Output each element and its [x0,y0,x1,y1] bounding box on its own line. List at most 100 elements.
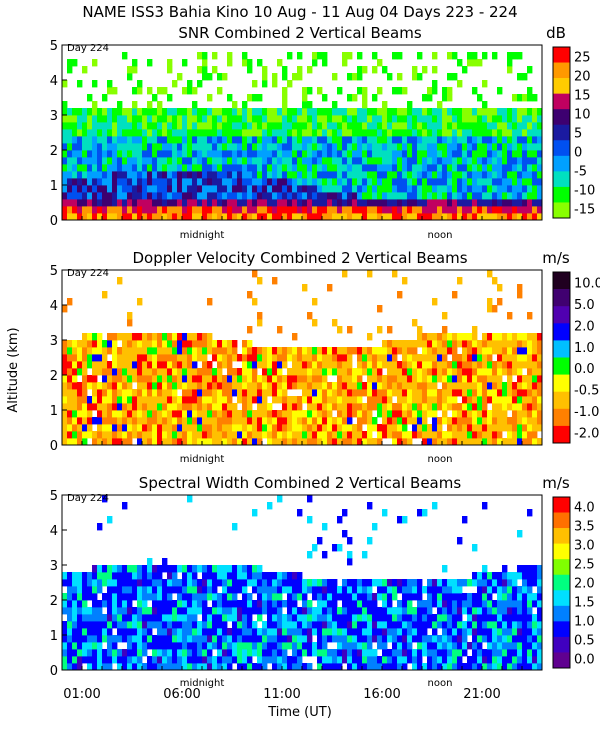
heatmap-cell [162,438,168,446]
heatmap-cell [512,424,518,432]
heatmap-cell [422,389,428,397]
heatmap-cell [232,403,238,411]
heatmap-cell [467,375,473,383]
heatmap-cell [187,340,193,348]
heatmap-cell [362,579,368,587]
heatmap-cell [207,340,213,348]
heatmap-cell [437,368,443,376]
heatmap-cell [102,572,108,580]
heatmap-cell [412,403,418,411]
heatmap-cell [77,410,83,418]
heatmap-cell [87,382,93,390]
heatmap-cell [227,642,233,650]
heatmap-cell [272,164,278,172]
heatmap-cell [537,368,543,376]
colorbar-frame [552,271,571,444]
heatmap-cell [62,417,68,425]
heatmap-cell [122,614,128,622]
heatmap-cell [362,206,368,214]
heatmap-cell [452,171,458,179]
heatmap-cell [297,136,303,144]
heatmap-cell [512,438,518,446]
heatmap-cell [212,417,218,425]
heatmap-cell [457,361,463,369]
heatmap-cell [187,586,193,594]
heatmap-cell [427,368,433,376]
heatmap-cell [217,164,223,172]
heatmap-cell [452,417,458,425]
heatmap-cell [417,389,423,397]
heatmap-cell [337,108,343,116]
heatmap-cell [482,600,488,608]
heatmap-cell [182,361,188,369]
heatmap-cell [512,361,518,369]
heatmap-cell [347,607,353,615]
heatmap-cell [517,143,523,151]
heatmap-cell [522,171,528,179]
heatmap-cell [537,614,543,622]
heatmap-cell [362,347,368,355]
heatmap-cell [197,410,203,418]
heatmap-cell [347,614,353,622]
heatmap-cell [302,417,308,425]
heatmap-cell [217,136,223,144]
heatmap-cell [382,424,388,432]
heatmap-cell [262,375,268,383]
heatmap-cell [97,115,103,123]
heatmap-cell [72,389,78,397]
heatmap-cell [357,635,363,643]
heatmap-cell [122,502,128,510]
heatmap-cell [312,129,318,137]
heatmap-cell [92,431,98,439]
heatmap-cell [442,108,448,116]
heatmap-cell [477,136,483,144]
heatmap-cell [517,94,523,102]
heatmap-cell [387,635,393,643]
heatmap-cell [232,185,238,193]
heatmap-cell [357,206,363,214]
heatmap-cell [112,368,118,376]
heatmap-cell [437,375,443,383]
heatmap-cell [237,424,243,432]
heatmap-cell [427,579,433,587]
heatmap-cell [317,663,323,671]
heatmap-cell [217,347,223,355]
heatmap-cell [392,375,398,383]
heatmap-cell [307,199,313,207]
heatmap-cell [127,115,133,123]
heatmap-cell [482,213,488,221]
heatmap-cell [157,171,163,179]
heatmap-cell [482,572,488,580]
heatmap-cell [362,136,368,144]
heatmap-cell [257,642,263,650]
heatmap-cell [122,628,128,636]
heatmap-cell [167,192,173,200]
heatmap-cell [482,171,488,179]
heatmap-cell [507,52,513,60]
heatmap-cell [147,565,153,573]
heatmap-cell [457,593,463,601]
heatmap-cell [242,565,248,573]
heatmap-cell [277,157,283,165]
heatmap-cell [457,122,463,130]
heatmap-cell [157,157,163,165]
heatmap-cell [147,558,153,566]
heatmap-cell [407,382,413,390]
heatmap-cell [172,614,178,622]
heatmap-cell [327,438,333,446]
heatmap-cell [317,52,323,60]
heatmap-cell [507,312,513,320]
heatmap-cell [107,164,113,172]
heatmap-cell [222,199,228,207]
heatmap-cell [302,438,308,446]
heatmap-cell [72,593,78,601]
heatmap-cell [187,199,193,207]
heatmap-cell [237,136,243,144]
heatmap-cell [187,495,193,503]
heatmap-cell [357,628,363,636]
heatmap-cell [382,382,388,390]
heatmap-cell [487,354,493,362]
heatmap-cell [277,593,283,601]
heatmap-cell [517,635,523,643]
heatmap-cell [82,628,88,636]
